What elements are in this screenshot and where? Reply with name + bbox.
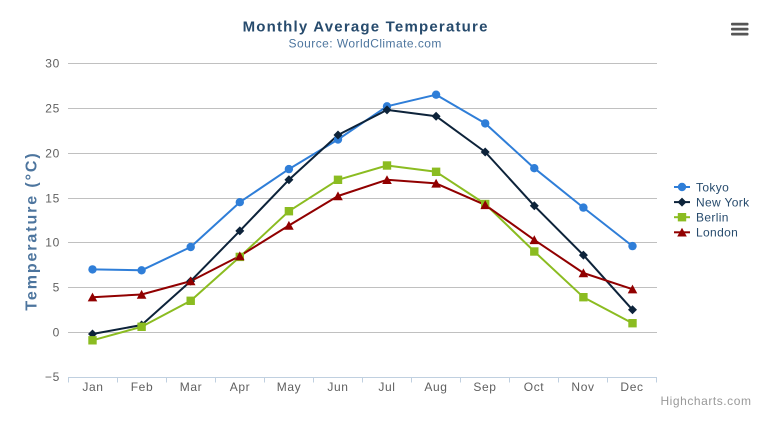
svg-text:Temperature (°C): Temperature (°C) xyxy=(24,151,41,310)
svg-text:Aug: Aug xyxy=(424,380,447,394)
svg-text:Feb: Feb xyxy=(131,380,153,394)
svg-text:30: 30 xyxy=(45,57,60,71)
svg-text:New York: New York xyxy=(696,195,750,209)
svg-text:Tokyo: Tokyo xyxy=(696,180,729,194)
svg-text:Sep: Sep xyxy=(473,380,496,394)
svg-text:20: 20 xyxy=(45,147,60,161)
svg-text:−5: −5 xyxy=(45,370,60,384)
svg-text:Oct: Oct xyxy=(524,380,545,394)
svg-text:Jun: Jun xyxy=(327,380,348,394)
svg-text:25: 25 xyxy=(45,102,60,116)
svg-text:May: May xyxy=(277,380,301,394)
svg-text:15: 15 xyxy=(45,192,60,206)
svg-text:0: 0 xyxy=(53,326,60,340)
svg-text:10: 10 xyxy=(45,236,60,250)
svg-text:Jul: Jul xyxy=(378,380,395,394)
svg-text:5: 5 xyxy=(53,281,60,295)
svg-text:Highcharts.com: Highcharts.com xyxy=(660,394,751,408)
svg-text:Berlin: Berlin xyxy=(696,211,729,225)
svg-text:Jan: Jan xyxy=(82,380,103,394)
svg-text:Monthly Average Temperature: Monthly Average Temperature xyxy=(243,19,489,36)
svg-text:London: London xyxy=(696,226,738,240)
svg-text:Source: WorldClimate.com: Source: WorldClimate.com xyxy=(289,37,442,51)
svg-text:Apr: Apr xyxy=(230,380,250,394)
svg-text:Mar: Mar xyxy=(180,380,202,394)
svg-text:Nov: Nov xyxy=(571,380,594,394)
svg-text:Dec: Dec xyxy=(620,380,643,394)
